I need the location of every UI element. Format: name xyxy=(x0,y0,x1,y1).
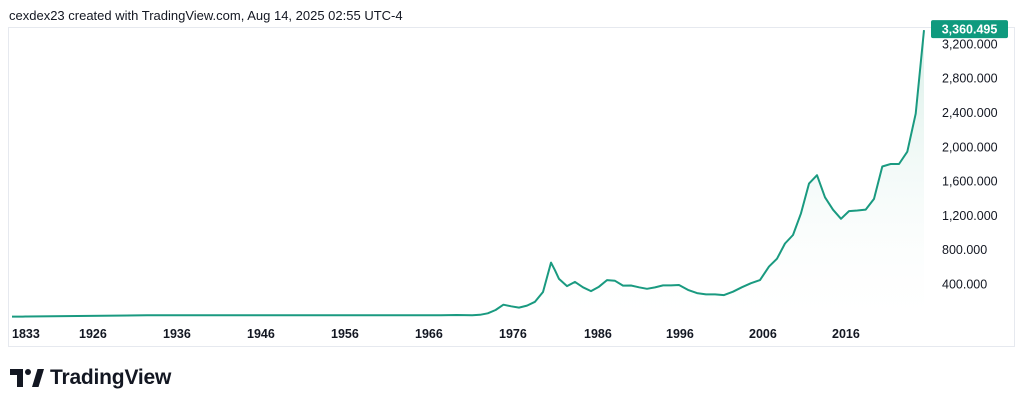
x-tick-label: 1936 xyxy=(163,327,191,341)
x-tick-label: 1833 xyxy=(12,327,40,341)
chart-frame xyxy=(8,27,1015,347)
y-tick-label: 2,400.000 xyxy=(942,106,998,120)
price-area-fill xyxy=(12,30,924,317)
last-price-label: 3,360.495 xyxy=(931,20,1008,39)
y-tick-label: 1,600.000 xyxy=(942,175,998,189)
y-tick-label: 800.000 xyxy=(942,243,987,257)
x-tick-label: 1996 xyxy=(666,327,694,341)
x-tick-label: 2016 xyxy=(832,327,860,341)
last-price-label-bg xyxy=(931,20,1008,39)
brand[interactable]: TradingView xyxy=(10,366,171,390)
chart-attribution: cexdex23 created with TradingView.com, A… xyxy=(9,8,403,23)
brand-name: TradingView xyxy=(50,366,172,389)
x-tick-label: 1986 xyxy=(584,327,612,341)
x-tick-label: 1946 xyxy=(247,327,275,341)
x-tick-label: 1966 xyxy=(415,327,443,341)
y-tick-label: 2,000.000 xyxy=(942,140,998,154)
y-tick-label: 3,200.000 xyxy=(942,37,998,51)
y-tick-label: 1,200.000 xyxy=(942,209,998,223)
price-series-line[interactable] xyxy=(12,30,925,318)
last-price-label-text: 3,360.495 xyxy=(942,23,998,37)
x-tick-label: 1926 xyxy=(79,327,107,341)
x-tick-label: 2006 xyxy=(749,327,777,341)
y-tick-label: 2,800.000 xyxy=(942,72,998,86)
x-tick-label: 1956 xyxy=(331,327,359,341)
y-tick-label: 400.000 xyxy=(942,278,987,292)
x-tick-label: 1976 xyxy=(499,327,527,341)
tradingview-logo-icon xyxy=(10,369,44,387)
